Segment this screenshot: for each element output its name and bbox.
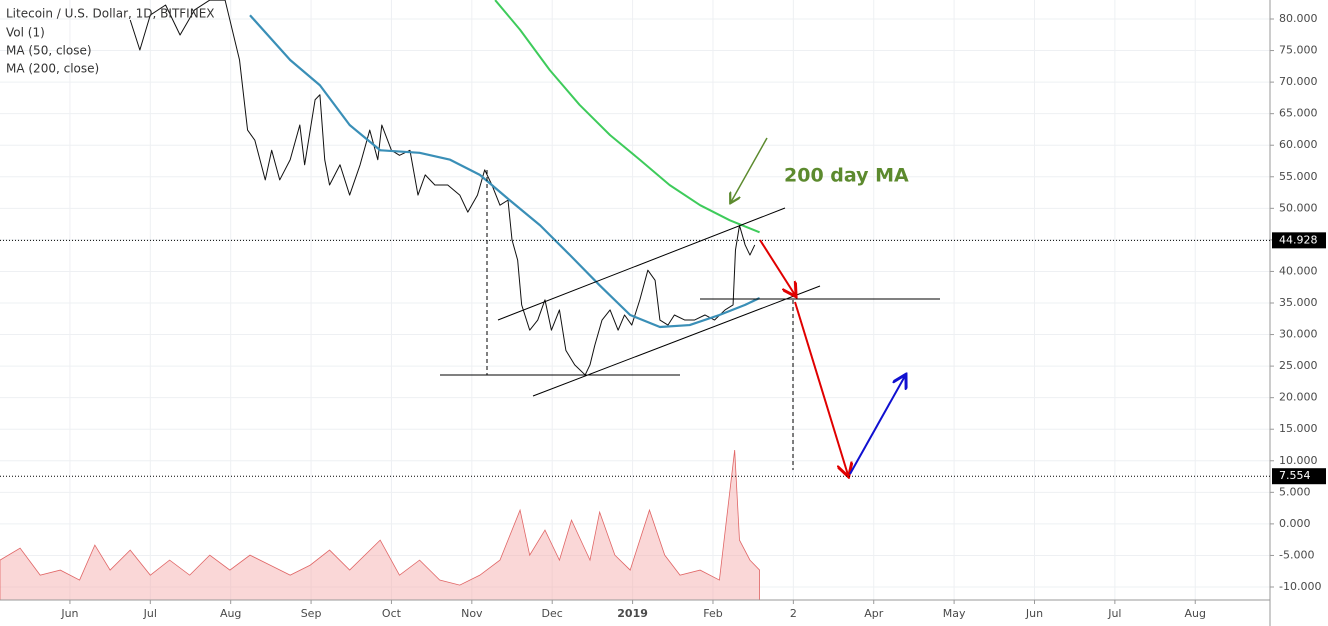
series-line xyxy=(249,14,761,329)
y-tick-label: 55.000 xyxy=(1279,170,1318,183)
price-level-label: 44.928 xyxy=(1279,233,1318,246)
x-tick-label: Apr xyxy=(864,607,884,620)
legend-item: MA (50, close) xyxy=(6,44,92,58)
arrow xyxy=(759,239,795,295)
x-tick-label: 2 xyxy=(790,607,797,620)
x-tick-label: Aug xyxy=(1185,607,1206,620)
arrow xyxy=(849,376,905,475)
x-tick-label: Jun xyxy=(60,607,78,620)
channel-line xyxy=(497,207,786,321)
y-tick-label: 0.000 xyxy=(1279,517,1311,530)
y-tick-label: 35.000 xyxy=(1279,296,1318,309)
x-tick-label: Feb xyxy=(703,607,722,620)
y-tick-label: 20.000 xyxy=(1279,391,1318,404)
y-tick-label: 25.000 xyxy=(1279,359,1318,372)
y-tick-label: 75.000 xyxy=(1279,44,1318,57)
y-tick-label: -5.000 xyxy=(1279,548,1314,561)
y-tick-label: -10.000 xyxy=(1279,580,1321,593)
channel-line xyxy=(532,285,821,397)
y-tick-label: 40.000 xyxy=(1279,264,1318,277)
arrow xyxy=(794,301,848,475)
y-tick-label: 60.000 xyxy=(1279,138,1318,151)
grid xyxy=(0,0,1270,600)
x-tick-label: Aug xyxy=(220,607,241,620)
series-line xyxy=(494,0,760,234)
x-tick-label: Sep xyxy=(301,607,322,620)
y-tick-label: 65.000 xyxy=(1279,107,1318,120)
y-tick-label: 30.000 xyxy=(1279,328,1318,341)
legend-title: Litecoin / U.S. Dollar, 1D, BITFINEX xyxy=(6,7,215,21)
price-level-box xyxy=(1272,468,1326,485)
price-level-label: 7.554 xyxy=(1279,469,1311,482)
x-tick-label: May xyxy=(943,607,966,620)
y-tick-label: 5.000 xyxy=(1279,485,1311,498)
y-tick-label: 15.000 xyxy=(1279,422,1318,435)
x-tick-label: Jun xyxy=(1025,607,1043,620)
annotation: 200 day MA xyxy=(784,165,909,187)
volume-area xyxy=(0,450,760,601)
series-line xyxy=(129,0,756,376)
x-tick-label: Jul xyxy=(143,607,157,620)
x-tick-label: 2019 xyxy=(617,607,648,620)
drawings xyxy=(440,137,940,475)
arrow xyxy=(731,137,768,202)
y-tick-label: 10.000 xyxy=(1279,454,1318,467)
plot xyxy=(0,0,761,601)
x-tick-label: Nov xyxy=(461,607,483,620)
x-tick-label: Oct xyxy=(382,607,402,620)
y-tick-label: 80.000 xyxy=(1279,12,1318,25)
legend-item: Vol (1) xyxy=(6,26,45,40)
legend-item: MA (200, close) xyxy=(6,62,99,76)
y-tick-label: 70.000 xyxy=(1279,75,1318,88)
x-tick-label: Dec xyxy=(542,607,563,620)
y-tick-label: 50.000 xyxy=(1279,201,1318,214)
price-level-box xyxy=(1272,232,1326,249)
x-tick-label: Jul xyxy=(1107,607,1121,620)
